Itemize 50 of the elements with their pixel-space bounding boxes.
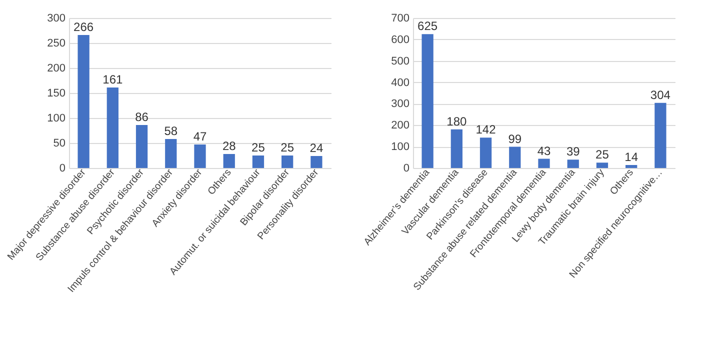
bar [310,156,322,168]
data-label: 24 [310,141,324,155]
y-tick-label: 700 [391,12,410,24]
data-label: 99 [508,132,522,146]
bar [165,139,177,168]
data-label: 14 [624,150,638,164]
bar [106,88,118,168]
y-tick-label: 200 [391,120,410,132]
data-label: 86 [135,110,149,124]
data-label: 161 [102,72,123,86]
y-tick-label: 150 [47,88,66,100]
bar [596,162,608,168]
y-tick-label: 100 [47,112,66,124]
data-label: 28 [222,139,236,153]
y-tick-label: 600 [391,34,410,46]
bar [223,154,235,168]
bar [136,125,148,168]
bar [626,165,638,168]
data-label: 43 [537,144,551,158]
data-label: 47 [193,130,207,144]
data-label: 180 [446,114,467,128]
bar [252,156,264,168]
data-label: 304 [650,88,671,102]
bar [78,35,90,168]
y-tick-label: 100 [391,141,410,154]
bar [480,138,492,168]
data-label: 266 [74,20,94,34]
data-label: 142 [476,122,496,137]
bar [194,144,206,168]
data-label: 25 [596,148,610,162]
y-tick-label: 500 [391,55,410,68]
y-tick-label: 300 [47,12,66,24]
y-tick-label: 300 [391,98,410,110]
y-tick-label: 200 [47,62,66,74]
data-label: 39 [566,144,580,159]
data-label: 25 [252,140,266,154]
bar [422,34,434,168]
data-label: 25 [280,140,294,154]
y-tick-label: 400 [391,76,410,89]
bar [538,158,550,168]
y-tick-label: 50 [53,138,66,150]
bar [450,129,462,168]
y-tick-label: 250 [47,38,66,50]
data-label: 625 [418,19,438,34]
bar [567,160,579,168]
bar [282,156,294,168]
data-label: 58 [164,124,178,138]
bar [654,102,666,168]
y-tick-label: 0 [403,162,410,174]
bar [509,146,521,168]
